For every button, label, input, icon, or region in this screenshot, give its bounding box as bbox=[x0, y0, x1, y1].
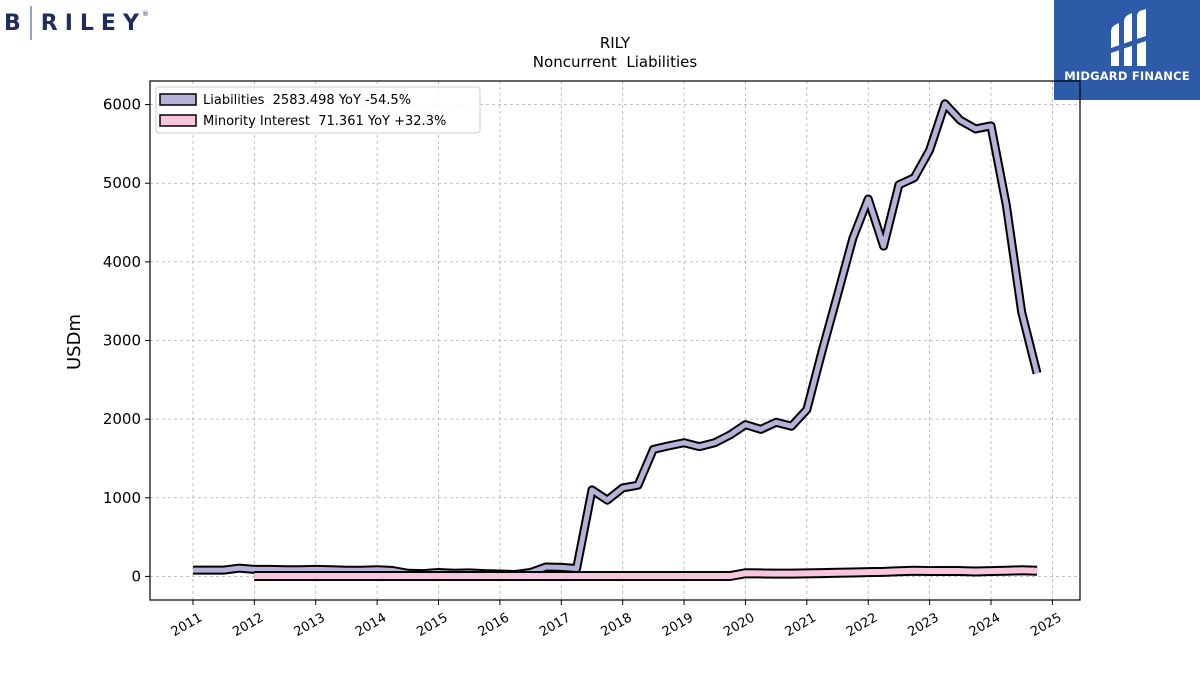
logo-word: RILEY bbox=[40, 10, 146, 36]
x-tick-label: 2020 bbox=[721, 610, 757, 640]
logo-divider bbox=[29, 6, 32, 40]
chart-subtitle: Noncurrent Liabilities bbox=[533, 53, 698, 71]
series-layer bbox=[192, 99, 1042, 582]
x-tick-label: 2013 bbox=[292, 610, 328, 640]
x-tick-label: 2023 bbox=[905, 610, 941, 640]
series-line bbox=[192, 101, 1040, 577]
y-axis-label: USDm bbox=[64, 314, 85, 370]
x-tick-label: 2014 bbox=[353, 610, 389, 640]
logo-initial: B bbox=[4, 10, 21, 36]
series-minority-interest bbox=[254, 565, 1038, 582]
y-tick-label: 4000 bbox=[103, 253, 141, 271]
x-tick-label: 2022 bbox=[844, 610, 880, 640]
x-tick-label: 2017 bbox=[537, 610, 573, 640]
legend-box bbox=[155, 86, 481, 134]
series-liabilities bbox=[192, 99, 1042, 579]
x-tick-label: 2019 bbox=[660, 610, 696, 640]
midgard-finance-logo: MIDGARD FINANCE bbox=[1054, 0, 1200, 100]
x-tick-label: 2025 bbox=[1028, 610, 1064, 640]
y-tick-label: 3000 bbox=[103, 332, 141, 350]
x-tick-label: 2018 bbox=[599, 610, 635, 640]
x-tick-label: 2016 bbox=[476, 610, 512, 640]
x-tick-label: 2024 bbox=[967, 610, 1003, 640]
legend-entry: Liabilities 2583.498 YoY -54.5% bbox=[203, 93, 411, 108]
x-tick-label: 2011 bbox=[169, 610, 205, 640]
x-tick-label: 2021 bbox=[783, 610, 819, 640]
legend-swatch bbox=[159, 114, 197, 127]
midgard-finance-wordmark: MIDGARD FINANCE bbox=[1064, 69, 1190, 83]
legend-swatch bbox=[159, 93, 197, 106]
b-riley-logo: B RILEY ® bbox=[4, 4, 149, 42]
y-tick-label: 2000 bbox=[103, 410, 141, 428]
grid-layer bbox=[150, 81, 1080, 600]
logo-registered-mark: ® bbox=[141, 10, 149, 18]
y-tick-label: 5000 bbox=[103, 174, 141, 192]
y-tick-label: 1000 bbox=[103, 489, 141, 507]
series-outline bbox=[192, 99, 1042, 579]
tick-layer: 2011 2012 2013 2014 2015 2016 2017 2018 2019 2020… bbox=[103, 96, 1065, 640]
y-tick-label: 6000 bbox=[103, 96, 141, 114]
series-line bbox=[254, 567, 1038, 580]
x-tick-label: 2015 bbox=[414, 610, 450, 640]
midgard-finance-emblem-icon bbox=[1111, 9, 1146, 66]
chart-title: RILY bbox=[600, 34, 631, 52]
legend: Liabilities 2583.498 YoY -54.5% Minority … bbox=[155, 86, 481, 134]
x-tick-label: 2012 bbox=[230, 610, 266, 640]
legend-entry: Minority Interest 71.361 YoY +32.3% bbox=[203, 114, 446, 129]
y-tick-label: 0 bbox=[131, 567, 141, 585]
